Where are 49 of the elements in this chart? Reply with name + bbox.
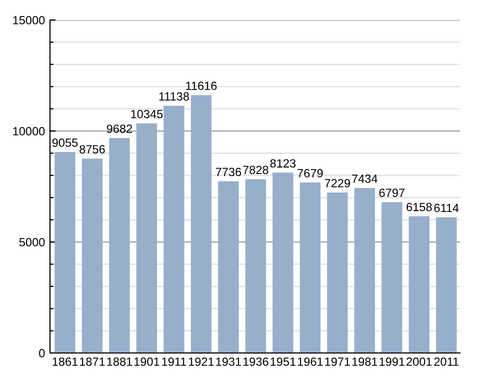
y-tick-label: 5000 (19, 238, 45, 246)
data-label: 6797 (379, 188, 404, 197)
x-tick-label: 1961 (298, 357, 323, 366)
bar (82, 158, 103, 353)
data-label: 8123 (270, 159, 296, 168)
bar (218, 181, 239, 353)
data-label: 7679 (298, 169, 323, 178)
bar (245, 179, 266, 353)
x-tick-label: 1931 (216, 357, 241, 366)
x-tick-label: 2001 (406, 357, 432, 366)
bar (436, 217, 457, 353)
y-tick-label: 10000 (13, 127, 45, 136)
bar (408, 216, 430, 353)
x-tick-label: 1871 (80, 357, 105, 366)
bar (54, 152, 76, 353)
x-tick-label: 1911 (162, 357, 186, 366)
x-tick-label: 1971 (325, 357, 350, 366)
y-tick-label: 15000 (13, 16, 45, 24)
x-tick-label: 1936 (243, 357, 268, 366)
x-tick-label: 1921 (188, 357, 214, 366)
data-label: 7736 (216, 168, 242, 176)
x-tick-label: 1981 (352, 357, 378, 366)
x-tick-label: 1901 (134, 357, 160, 366)
data-label: 7434 (352, 174, 378, 183)
data-label: 11138 (159, 92, 189, 101)
data-label: 9055 (52, 138, 78, 147)
bar (272, 172, 294, 353)
bar (354, 188, 376, 353)
bar (109, 138, 130, 353)
y-tick-label: 0 (39, 349, 45, 358)
data-label: 6158 (406, 202, 432, 212)
bar (382, 202, 402, 353)
data-label: 6114 (434, 204, 459, 212)
bar (190, 95, 212, 353)
data-label: 9682 (106, 124, 132, 133)
bar (300, 182, 321, 353)
data-label: 7828 (243, 166, 268, 174)
x-tick-label: 2011 (434, 357, 458, 366)
x-tick-label: 1881 (107, 357, 132, 366)
x-tick-label: 1951 (270, 357, 296, 366)
x-tick-label: 1991 (380, 357, 404, 366)
data-label: 10345 (131, 110, 163, 118)
data-label: 8756 (80, 145, 105, 154)
x-tick-label: 1861 (52, 357, 78, 366)
data-label: 7229 (324, 179, 350, 188)
bar (164, 106, 184, 353)
data-label: 11616 (186, 82, 217, 90)
bar (136, 123, 158, 353)
bar (327, 192, 348, 353)
